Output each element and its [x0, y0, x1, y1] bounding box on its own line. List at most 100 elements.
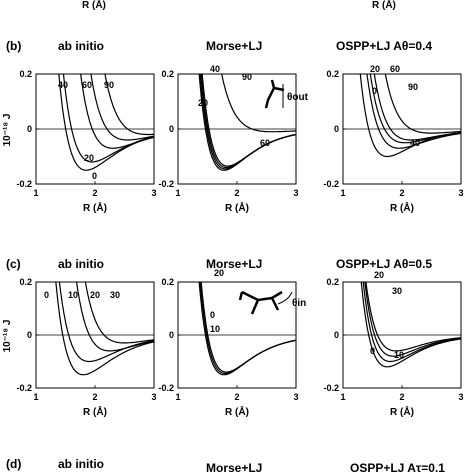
curve-label: 20: [374, 270, 384, 280]
top-xlabel-1: R (Å): [82, 0, 106, 11]
curve-label: 0: [44, 290, 49, 300]
curve-label: 40: [410, 138, 420, 148]
x-tick-label: 1: [175, 392, 180, 402]
curve-label: 90: [104, 80, 114, 90]
curve-label: 20: [90, 290, 100, 300]
x-tick-label: 2: [399, 392, 404, 402]
y-tick-label: 0: [334, 124, 339, 134]
series-line-40: [80, 74, 154, 149]
curve-label: 40: [210, 64, 220, 74]
curve-label: 60: [82, 80, 92, 90]
curve-label: 0: [210, 310, 215, 320]
curve-label: 20: [214, 268, 224, 278]
y-tick-label: 0: [27, 124, 32, 134]
theta-out-label: θout: [287, 92, 309, 103]
y-tick-label: -0.2: [323, 383, 339, 393]
y-axis-label-b: 10⁻¹⁸ J: [2, 114, 13, 147]
x-tick-label: 3: [151, 392, 156, 402]
curve-label: 60: [390, 64, 400, 74]
curve-label: 0: [372, 86, 377, 96]
curve-label: 20: [84, 153, 94, 163]
curve-label: 10: [394, 350, 404, 360]
curve-label: 30: [392, 286, 402, 296]
y-tick-label: -0.2: [158, 383, 174, 393]
x-tick-label: 2: [234, 392, 239, 402]
x-tick-label: 2: [399, 188, 404, 198]
series-line-20: [199, 74, 296, 170]
panel-title-c1: ab initio: [58, 257, 104, 271]
y-tick-label: 0.2: [326, 277, 339, 287]
x-axis-label: R (Å): [83, 201, 107, 214]
chart-b3: 0.2 0 -0.21 2 3 R (Å) 20 60 0 90 40: [323, 64, 463, 214]
top-partial-row: R (Å) R (Å): [82, 0, 396, 11]
panel-title-d2: Morse+LJ: [206, 461, 262, 474]
panel-title-b1: ab initio: [58, 39, 104, 53]
series-line-40: [200, 74, 296, 169]
curve-label: 30: [110, 290, 120, 300]
curve-label: 20: [370, 64, 380, 74]
panel-title-b3: OSPP+LJ Aθ=0.4: [336, 39, 432, 53]
row-label-b: (b): [6, 39, 21, 53]
x-tick-label: 3: [293, 392, 298, 402]
y-tick-label: 0.2: [326, 69, 339, 79]
curve-label: 10: [68, 290, 78, 300]
y-tick-label: -0.2: [323, 179, 339, 189]
series-line-10: [362, 282, 461, 363]
series-line-0: [55, 282, 154, 376]
chart-c2: 0.2 0 -0.21 2 3 R (Å) 20 0 10: [158, 268, 298, 418]
molecule-in-icon: [238, 290, 283, 315]
series-line-0: [58, 74, 154, 171]
panel-title-c3: OSPP+LJ Aθ=0.5: [336, 257, 432, 271]
theta-out-inset: θout: [264, 79, 309, 109]
x-tick-label: 1: [33, 392, 38, 402]
panel-title-d3: OSPP+LJ Aτ=0.1: [350, 461, 445, 474]
x-axis-label: R (Å): [225, 201, 249, 214]
x-tick-label: 2: [92, 392, 97, 402]
x-tick-label: 2: [234, 188, 239, 198]
molecule-out-icon: [264, 79, 285, 109]
curve-label: 10: [210, 324, 220, 334]
curve-label: 40: [58, 80, 68, 90]
x-tick-label: 2: [92, 188, 97, 198]
curve-label: 0: [370, 346, 375, 356]
x-tick-label: 3: [458, 392, 463, 402]
curve-label: 90: [242, 72, 252, 82]
panel-title-b2: Morse+LJ: [206, 39, 262, 53]
row-label-d: (d): [6, 457, 21, 471]
theta-in-inset: θin: [238, 290, 306, 315]
curve-label: 60: [260, 138, 270, 148]
y-axis-label-c: 10⁻¹⁸ J: [2, 320, 13, 353]
x-tick-label: 3: [293, 188, 298, 198]
x-tick-label: 1: [340, 188, 345, 198]
y-tick-label: -0.2: [16, 383, 32, 393]
series-line-60: [90, 74, 154, 141]
x-axis-label: R (Å): [390, 405, 414, 418]
curve-label: 90: [408, 82, 418, 92]
x-tick-label: 3: [458, 188, 463, 198]
series-line-30: [84, 282, 154, 344]
top-xlabel-2: R (Å): [372, 0, 396, 11]
x-tick-label: 3: [151, 188, 156, 198]
theta-in-arrow-icon: [277, 291, 293, 305]
theta-in-label: θin: [292, 298, 306, 309]
chart-b1: 0.2 0 -0.21 2 3 R (Å) 40 60 90 20 0: [16, 69, 156, 214]
y-tick-label: 0: [169, 124, 174, 134]
series-line-60: [373, 74, 461, 141]
y-tick-label: 0.2: [161, 277, 174, 287]
series-line-90: [384, 74, 461, 134]
row-label-c: (c): [6, 257, 21, 271]
panel-title-d1: ab initio: [58, 457, 104, 471]
chart-c3: 0.2 0 -0.21 2 3 R (Å) 20 30 0 10: [323, 270, 463, 418]
x-axis-label: R (Å): [83, 405, 107, 418]
y-tick-label: 0: [27, 330, 32, 340]
x-axis-label: R (Å): [390, 201, 414, 214]
y-tick-label: 0: [169, 330, 174, 340]
series-line-0: [198, 74, 296, 171]
y-tick-label: -0.2: [16, 179, 32, 189]
chart-c1: 0.2 0 -0.21 2 3 R (Å) 0 10 20 30: [16, 277, 156, 418]
curve-label: 20: [198, 98, 208, 108]
series-line-20: [366, 74, 461, 149]
